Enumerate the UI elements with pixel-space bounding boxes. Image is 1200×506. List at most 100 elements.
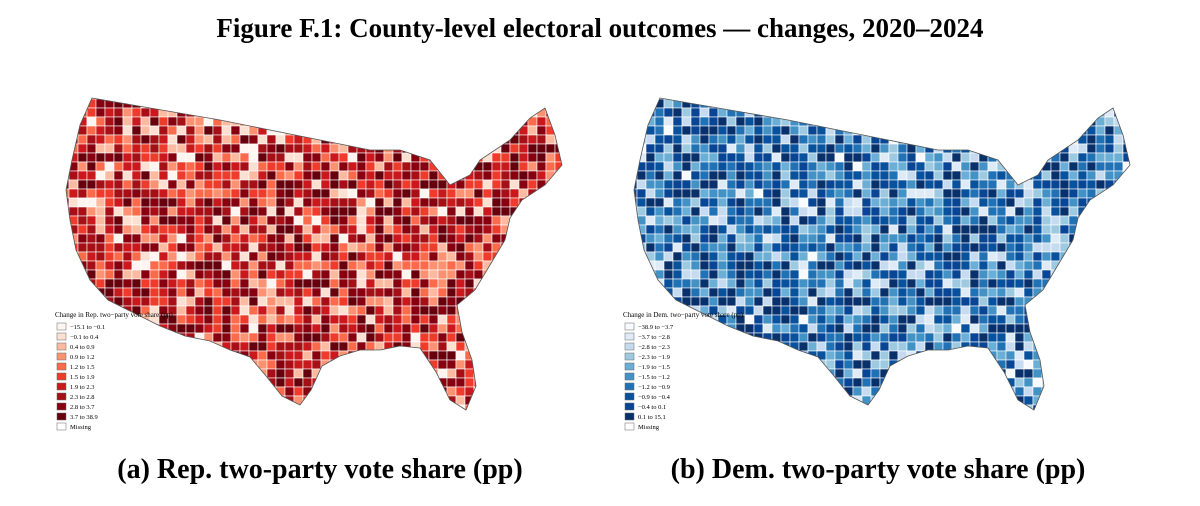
county xyxy=(717,206,728,217)
county xyxy=(816,404,827,410)
county xyxy=(1132,369,1141,378)
county xyxy=(942,323,953,334)
county xyxy=(906,287,917,298)
county xyxy=(708,134,719,145)
county xyxy=(374,224,385,235)
county xyxy=(257,170,268,181)
county xyxy=(762,314,773,325)
county xyxy=(419,314,430,325)
county xyxy=(122,98,133,100)
county xyxy=(482,125,493,136)
county xyxy=(960,278,971,289)
county xyxy=(239,332,250,343)
county xyxy=(978,161,989,172)
county xyxy=(518,152,529,163)
legend-label: Missing xyxy=(638,424,660,431)
county xyxy=(915,395,926,406)
county xyxy=(672,377,683,388)
county xyxy=(518,233,529,244)
county xyxy=(636,188,647,199)
county xyxy=(960,206,971,217)
county xyxy=(1050,107,1061,118)
county xyxy=(347,296,358,307)
county xyxy=(536,215,547,226)
county xyxy=(987,242,998,253)
county xyxy=(951,323,962,334)
county xyxy=(500,395,511,406)
county xyxy=(329,269,340,280)
county xyxy=(464,179,475,190)
county xyxy=(762,377,773,388)
county xyxy=(500,206,511,217)
county xyxy=(744,116,755,127)
county xyxy=(924,224,935,235)
county xyxy=(410,107,421,118)
county xyxy=(915,188,926,199)
county xyxy=(735,224,746,235)
county xyxy=(302,377,313,388)
county xyxy=(474,414,483,423)
county xyxy=(329,359,340,370)
county xyxy=(861,107,872,118)
county xyxy=(915,386,926,397)
county xyxy=(1132,108,1141,117)
county xyxy=(771,296,782,307)
county xyxy=(1032,179,1043,190)
county xyxy=(708,197,719,208)
county xyxy=(239,197,250,208)
county xyxy=(888,197,899,208)
county xyxy=(1113,251,1124,262)
county xyxy=(1041,251,1052,262)
county xyxy=(356,323,367,334)
county xyxy=(302,215,313,226)
county xyxy=(518,305,529,316)
county xyxy=(726,161,737,172)
county xyxy=(924,161,935,172)
county xyxy=(726,152,737,163)
county xyxy=(1005,152,1016,163)
county xyxy=(708,260,719,271)
county xyxy=(807,386,818,397)
county xyxy=(185,305,196,316)
county xyxy=(1050,314,1061,325)
county xyxy=(780,206,791,217)
county xyxy=(419,251,430,262)
county xyxy=(545,107,556,118)
county xyxy=(275,170,286,181)
county xyxy=(248,179,259,190)
county xyxy=(365,143,376,154)
county xyxy=(1077,107,1088,118)
county xyxy=(266,170,277,181)
county xyxy=(807,395,818,406)
county xyxy=(545,116,556,127)
county xyxy=(1077,377,1088,388)
county xyxy=(176,134,187,145)
county xyxy=(717,179,728,190)
county xyxy=(843,233,854,244)
county xyxy=(167,224,178,235)
county xyxy=(131,368,142,379)
county xyxy=(1014,170,1025,181)
county xyxy=(978,233,989,244)
county xyxy=(969,233,980,244)
county xyxy=(212,242,223,253)
county xyxy=(942,296,953,307)
county xyxy=(356,368,367,379)
county xyxy=(113,170,124,181)
county xyxy=(86,287,97,298)
county xyxy=(482,170,493,181)
county xyxy=(888,206,899,217)
county xyxy=(933,404,944,410)
county xyxy=(942,332,953,343)
county xyxy=(365,377,376,388)
county xyxy=(672,152,683,163)
county xyxy=(1005,278,1016,289)
county xyxy=(428,224,439,235)
county xyxy=(771,404,782,410)
county xyxy=(104,323,115,334)
county xyxy=(834,269,845,280)
county xyxy=(338,233,349,244)
county xyxy=(447,414,456,423)
county xyxy=(996,134,1007,145)
county xyxy=(1059,305,1070,316)
